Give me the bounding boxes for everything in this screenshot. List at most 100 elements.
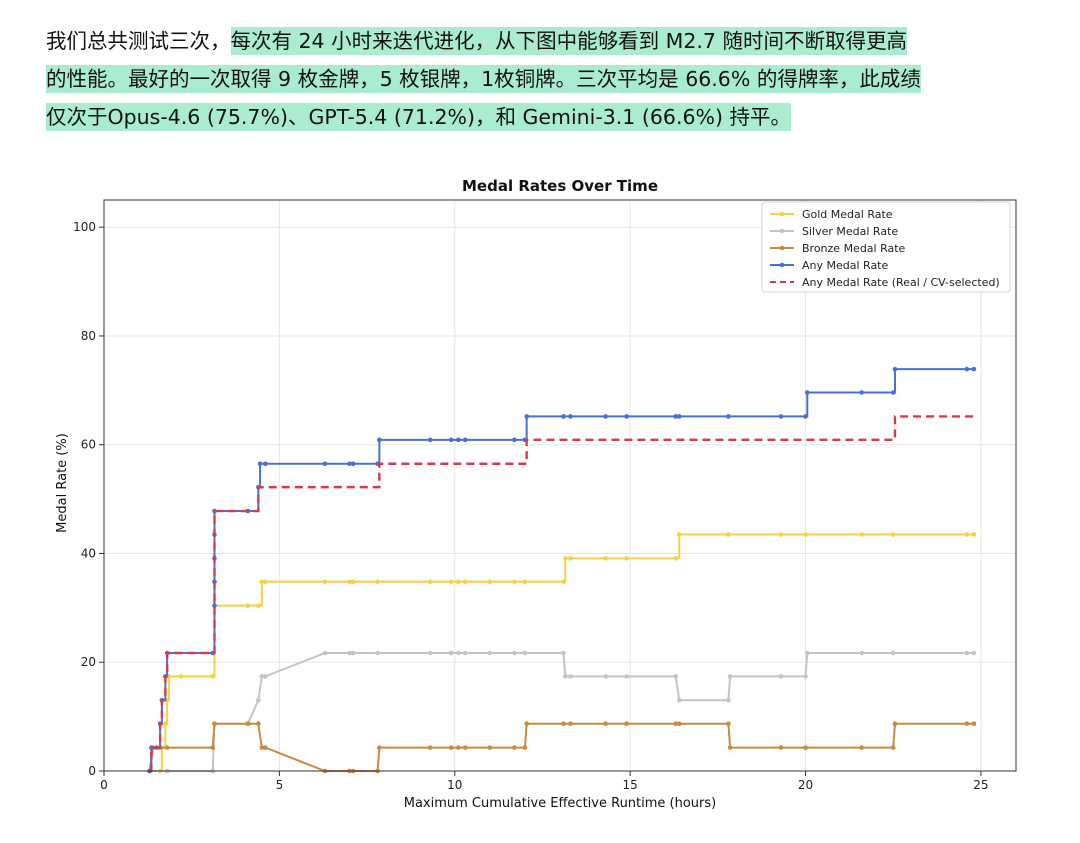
series-point-2 xyxy=(427,745,433,750)
series-point-2 xyxy=(487,745,493,750)
series-point-0 xyxy=(561,579,566,585)
series-point-0 xyxy=(375,579,380,585)
legend-marker xyxy=(779,211,785,217)
series-point-3 xyxy=(603,414,608,419)
line1-plain-text: 我们总共测试三次， xyxy=(46,29,231,53)
series-point-1 xyxy=(568,674,573,679)
series-point-1 xyxy=(487,650,493,656)
description-paragraph: 我们总共测试三次，每次有 24 小时来迭代进化，从下图中能够看到 M2.7 随时… xyxy=(46,22,1046,136)
series-point-1 xyxy=(964,650,970,656)
series-point-1 xyxy=(322,650,328,656)
plot-frame xyxy=(103,199,1017,772)
chart-title: Medal Rates Over Time xyxy=(462,177,658,195)
y-tick-label: 40 xyxy=(81,546,96,560)
legend-box xyxy=(761,201,1011,293)
series-point-3 xyxy=(804,390,810,395)
series-point-1 xyxy=(562,674,568,679)
legend-marker xyxy=(779,228,785,234)
series-point-0 xyxy=(568,556,573,561)
series-point-1 xyxy=(263,674,268,679)
series-point-3 xyxy=(971,366,977,372)
series-point-3 xyxy=(892,366,898,372)
y-tick-label: 20 xyxy=(81,655,96,669)
x-axis-label: Maximum Cumulative Effective Runtime (ho… xyxy=(404,796,717,811)
series-point-3 xyxy=(263,461,268,467)
series-point-1 xyxy=(427,650,433,656)
series-point-3 xyxy=(803,414,808,419)
legend-label: Bronze Medal Rate xyxy=(802,242,906,255)
series-point-2 xyxy=(859,745,864,750)
series-point-1 xyxy=(726,698,731,703)
series-point-2 xyxy=(259,745,265,750)
series-point-3 xyxy=(524,414,529,419)
line3-highlight-text: 仅次于Opus-4.6 (75.7%)、GPT-5.4 (71.2%)，和 Ge… xyxy=(46,103,791,131)
series-point-1 xyxy=(727,674,733,679)
series-point-0 xyxy=(259,579,265,585)
x-tick-label: 5 xyxy=(276,778,284,792)
series-point-3 xyxy=(964,366,970,372)
y-tick-label: 0 xyxy=(88,764,96,778)
series-point-1 xyxy=(259,674,265,679)
series-point-3 xyxy=(561,414,566,419)
series-point-2 xyxy=(890,745,896,750)
series-point-0 xyxy=(322,579,328,585)
series-point-0 xyxy=(427,579,433,585)
series-point-2 xyxy=(212,721,217,726)
series-point-2 xyxy=(624,721,629,726)
series-point-3 xyxy=(455,437,461,443)
paragraph-line-3: 仅次于Opus-4.6 (75.7%)、GPT-5.4 (71.2%)，和 Ge… xyxy=(46,98,1046,136)
y-tick-label: 60 xyxy=(81,438,96,452)
series-point-2 xyxy=(263,745,268,750)
series-point-3 xyxy=(859,390,864,395)
x-tick-label: 20 xyxy=(798,778,813,792)
series-point-2 xyxy=(448,745,454,750)
series-point-0 xyxy=(803,532,808,537)
series-point-2 xyxy=(512,745,517,750)
series-point-0 xyxy=(726,532,731,537)
series-point-3 xyxy=(212,603,217,608)
series-point-0 xyxy=(562,556,568,561)
series-point-2 xyxy=(462,745,468,750)
series-point-0 xyxy=(673,556,679,561)
series-point-3 xyxy=(257,461,263,467)
series-point-0 xyxy=(210,674,216,679)
x-tick-label: 10 xyxy=(447,778,462,792)
series-point-0 xyxy=(778,532,784,537)
series-point-0 xyxy=(455,579,461,585)
series-point-2 xyxy=(971,721,977,726)
series-point-0 xyxy=(624,556,629,561)
y-tick-label: 100 xyxy=(73,220,96,234)
series-point-0 xyxy=(448,579,454,585)
series-point-0 xyxy=(245,603,251,608)
series-point-1 xyxy=(512,650,517,656)
series-point-1 xyxy=(350,650,356,656)
series-point-1 xyxy=(462,650,468,656)
series-point-2 xyxy=(673,721,679,726)
series-point-2 xyxy=(524,721,529,726)
series-point-1 xyxy=(778,674,784,679)
series-point-3 xyxy=(377,437,382,443)
chart-svg: Medal Rates Over Time 0 5 10 15 20 25 0 20 40 60 8… xyxy=(55,177,1017,811)
legend-label: Any Medal Rate (Real / CV-selected) xyxy=(802,276,1000,289)
x-tick-label: 25 xyxy=(973,778,988,792)
series-point-1 xyxy=(256,698,261,703)
series-point-1 xyxy=(522,650,528,656)
legend-label: Gold Medal Rate xyxy=(802,208,893,221)
series-point-2 xyxy=(892,721,898,726)
series-point-3 xyxy=(624,414,629,419)
series-point-2 xyxy=(210,745,216,750)
series-point-0 xyxy=(603,556,608,561)
series-point-0 xyxy=(163,721,168,726)
series-point-3 xyxy=(512,437,517,443)
legend-marker xyxy=(779,245,785,251)
series-point-2 xyxy=(803,745,808,750)
series-point-0 xyxy=(971,532,977,537)
series-point-2 xyxy=(455,745,461,750)
axis-ticks: 0 5 10 15 20 25 0 20 40 60 80 100 xyxy=(73,220,988,792)
series-point-0 xyxy=(964,532,970,537)
series-point-2 xyxy=(726,721,731,726)
x-tick-label: 0 xyxy=(100,778,108,792)
series-point-3 xyxy=(778,414,784,419)
series-point-0 xyxy=(462,579,468,585)
series-point-1 xyxy=(803,674,808,679)
